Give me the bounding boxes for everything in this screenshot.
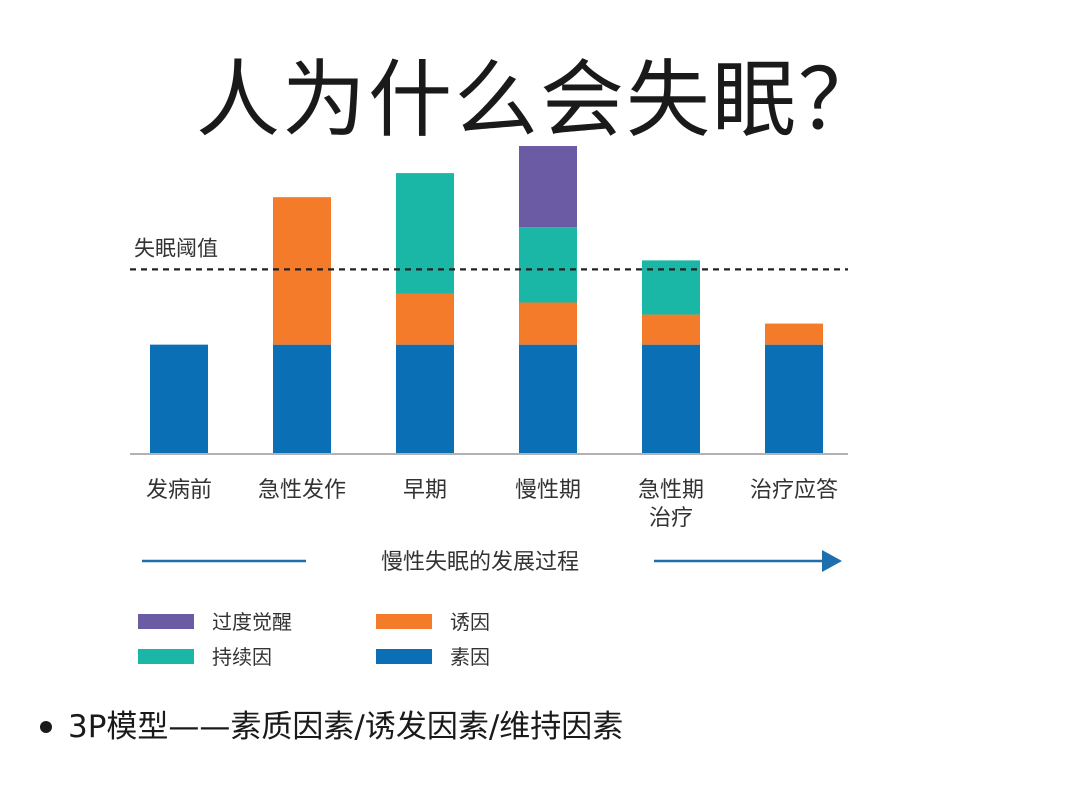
arrow-right-icon [822,550,842,572]
bar-segment-cat3-series-3 [519,146,577,228]
bar-segment-cat3-series-1 [519,302,577,345]
x-tick-label: 早期 [403,478,447,503]
x-axis-title: 慢性失眠的发展过程 [381,550,579,575]
x-tick-label: 急性期治疗 [638,478,704,531]
bar-segment-cat3-series-2 [519,227,577,303]
legend-swatch [138,649,194,664]
bar-segment-cat2-series-0 [396,344,454,453]
bar-segment-cat2-series-1 [396,293,454,345]
x-tick-label: 慢性期 [515,478,581,503]
legend-swatch [376,649,432,664]
bar-segment-cat3-series-0 [519,344,577,453]
bullet-icon [40,721,52,733]
bar-segment-cat2-series-2 [396,173,454,294]
x-axis-title-group: 慢性失眠的发展过程 [142,550,842,575]
footnote-text: 3P模型——素质因素/诱发因素/维持因素 [68,709,624,745]
bar-segment-cat1-series-0 [273,344,331,453]
threshold-label: 失眠阈值 [134,236,218,260]
threshold-group: 失眠阈值 [130,236,848,271]
x-tick-label: 治疗应答 [750,478,838,503]
bars-group [150,146,823,453]
x-tick-label: 发病前 [146,478,212,503]
bar-segment-cat1-series-1 [273,197,331,345]
x-tick-label: 急性发作 [258,478,346,503]
bar-segment-cat5-series-1 [765,323,823,345]
legend-swatch [376,614,432,629]
legend-label: 素因 [450,645,490,669]
stacked-bar-chart: 失眠阈值 发病前 急性发作 早期 慢性期 急性期治疗 治疗应答 慢性失眠的发展过程 过度觉… [130,146,848,669]
bar-segment-cat4-series-0 [642,344,700,453]
legend-swatch [138,614,194,629]
legend-label: 持续因 [212,645,272,669]
bar-segment-cat5-series-0 [765,344,823,453]
bar-segment-cat0-series-0 [150,344,208,453]
legend-label: 过度觉醒 [212,610,292,634]
footnote: 3P模型——素质因素/诱发因素/维持因素 [40,702,623,752]
legend-label: 诱因 [450,610,490,634]
bar-segment-cat4-series-1 [642,314,700,345]
page-title: 人为什么会失眠？ [195,51,884,149]
x-axis: 发病前 急性发作 早期 慢性期 急性期治疗 治疗应答 [130,453,848,531]
